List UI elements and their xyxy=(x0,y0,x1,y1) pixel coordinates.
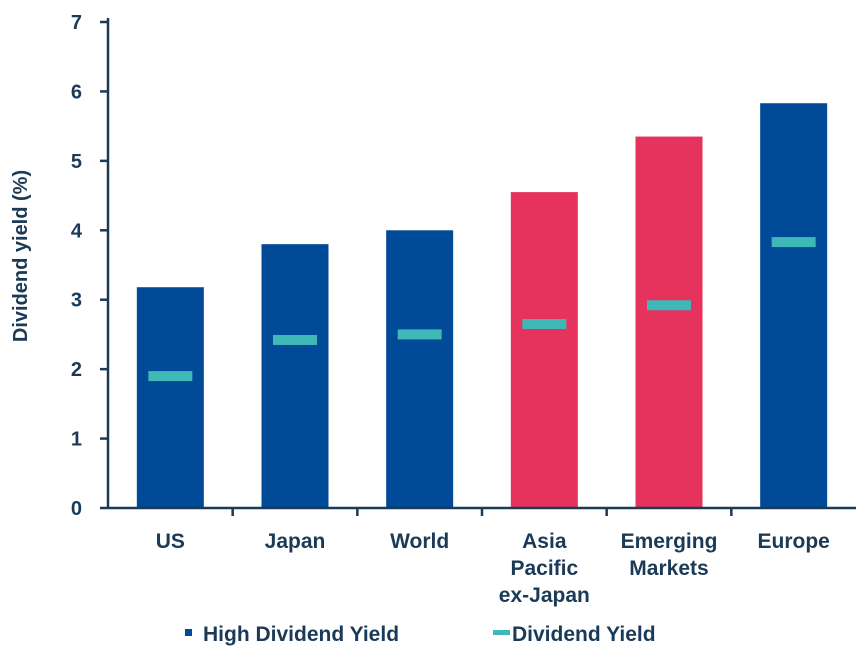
high-dividend-yield-bar xyxy=(635,136,703,509)
dividend-yield-marker xyxy=(647,300,691,311)
x-category-label: World xyxy=(390,530,449,553)
y-tick-label: 0 xyxy=(71,498,82,520)
x-category-label: Japan xyxy=(265,530,326,553)
x-category-label: Europe xyxy=(757,530,829,553)
high-dividend-yield-bar xyxy=(386,230,454,509)
legend: High Dividend Yield Dividend Yield xyxy=(185,623,656,646)
dividend-yield-marker xyxy=(273,334,317,345)
y-tick-label: 2 xyxy=(71,359,82,381)
y-tick-label: 7 xyxy=(71,12,82,34)
x-category-label: Pacific xyxy=(510,557,578,580)
y-axis-title: Dividend yield (%) xyxy=(10,170,32,342)
legend-dash-marker xyxy=(493,630,510,635)
y-axis: 0 1 2 3 4 5 6 7 xyxy=(71,12,110,520)
y-tick-label: 1 xyxy=(71,429,82,451)
bars-group xyxy=(136,103,828,509)
x-category-label: Asia xyxy=(522,530,567,553)
y-tick-label: 3 xyxy=(71,290,82,312)
high-dividend-yield-bar xyxy=(510,192,578,508)
x-category-label: US xyxy=(156,530,185,553)
x-category-label: ex-Japan xyxy=(499,584,590,607)
x-category-label: Markets xyxy=(629,557,708,580)
y-tick-label: 5 xyxy=(71,151,82,173)
high-dividend-yield-bar xyxy=(136,287,204,508)
dividend-yield-markers xyxy=(148,237,816,382)
legend-label: High Dividend Yield xyxy=(203,623,399,646)
x-axis: US Japan World Asia Pacific ex-Japan Emerging M… xyxy=(108,506,856,607)
dividend-yield-marker xyxy=(397,329,442,340)
high-dividend-yield-bar xyxy=(261,244,329,508)
high-dividend-yield-bar xyxy=(760,103,828,508)
dividend-yield-marker xyxy=(771,237,816,248)
legend-label: Dividend Yield xyxy=(512,623,656,646)
x-category-label: Emerging xyxy=(621,530,718,553)
dividend-yield-marker xyxy=(148,371,193,382)
y-tick-label: 6 xyxy=(71,81,82,103)
dividend-yield-marker xyxy=(522,319,567,330)
y-tick-label: 4 xyxy=(71,220,83,242)
legend-square-marker xyxy=(185,629,192,636)
